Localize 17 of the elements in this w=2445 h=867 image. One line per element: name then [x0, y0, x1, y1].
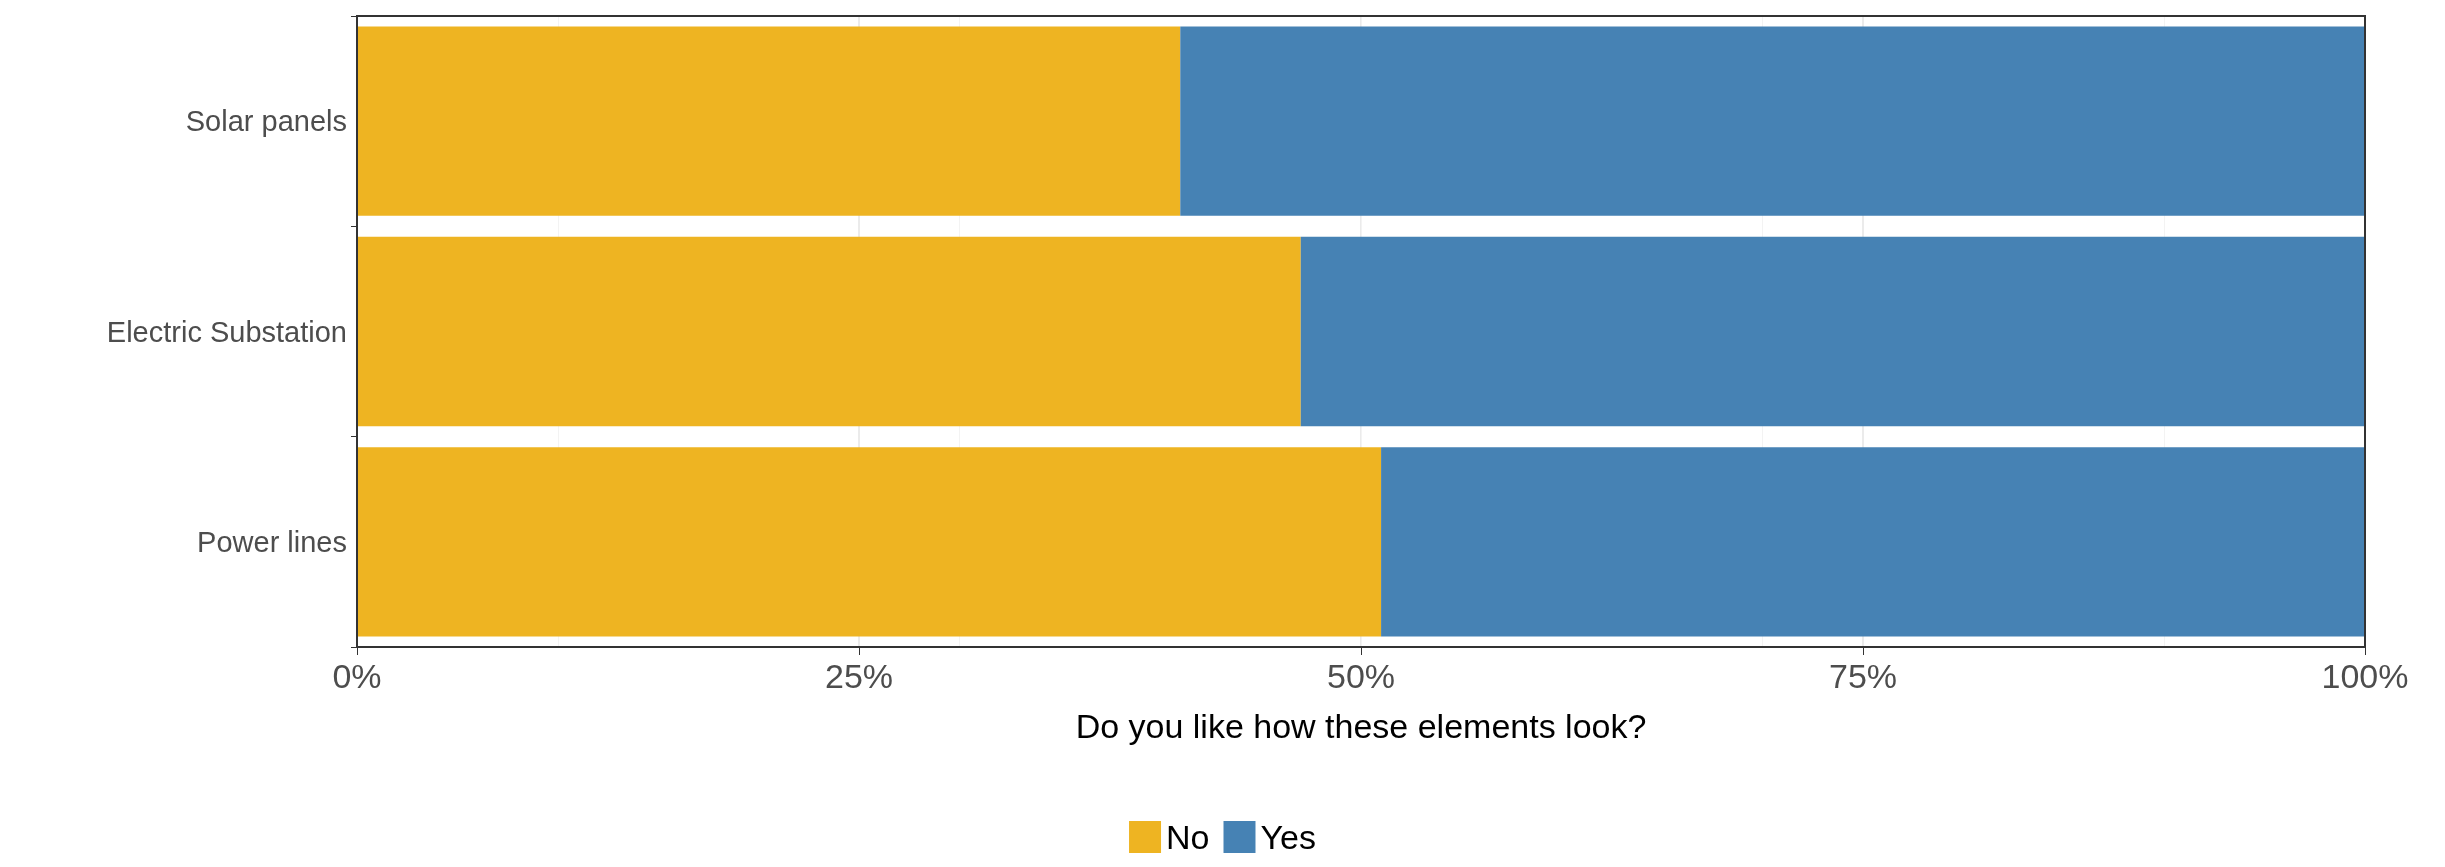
y-tick-label: Solar panels: [185, 105, 347, 138]
bar: [1300, 236, 2365, 427]
x-tick-label: 100%: [2321, 657, 2409, 695]
x-tick-label: 25%: [824, 657, 894, 695]
legend-label: Yes: [1260, 818, 1316, 856]
x-axis-title: Do you like how these elements look?: [1075, 707, 1647, 745]
bar: [1180, 26, 2365, 216]
bar: [357, 447, 1382, 637]
bar: [357, 26, 1181, 216]
bar: [357, 236, 1301, 427]
x-tick-label: 0%: [332, 657, 382, 695]
y-tick-label: Power lines: [197, 525, 347, 558]
x-tick-label: 75%: [1828, 657, 1898, 695]
y-tick-label: Electric Substation: [106, 315, 347, 348]
legend-label: No: [1166, 818, 1210, 856]
x-tick-label: 50%: [1326, 657, 1396, 695]
bar: [1381, 447, 2365, 637]
